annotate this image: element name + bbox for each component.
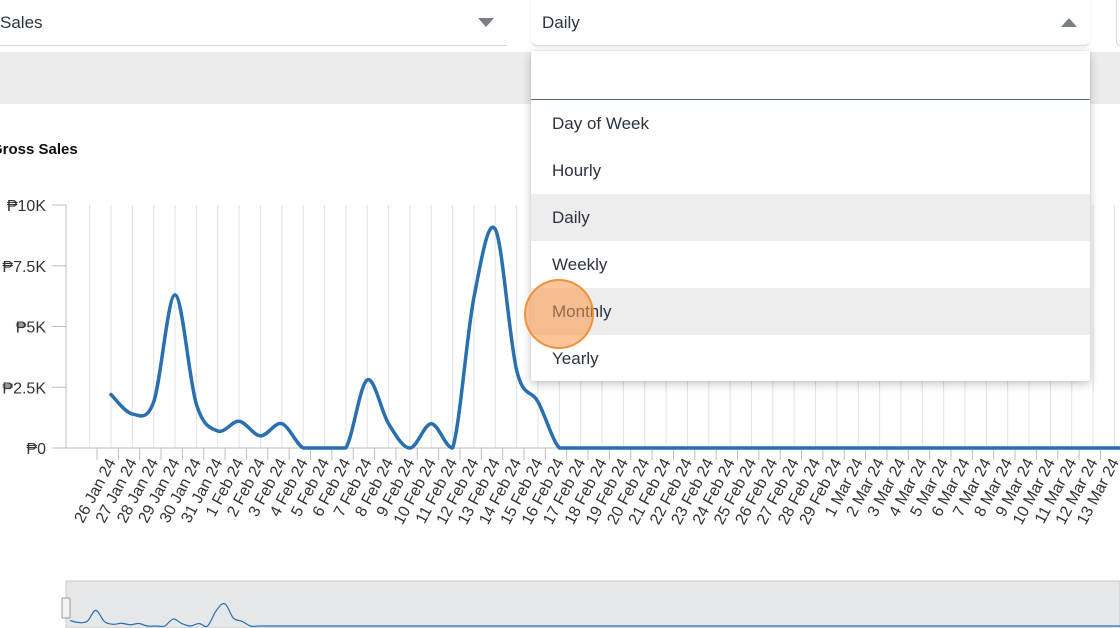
navigator-handle-left[interactable] [61, 597, 71, 619]
next-select-edge[interactable] [1116, 0, 1120, 47]
chevron-up-icon[interactable] [1061, 18, 1077, 27]
dropdown-option-yearly[interactable]: Yearly [552, 349, 599, 368]
dropdown-option-monthly[interactable]: Monthly [531, 288, 1090, 335]
dropdown-option-hourly[interactable]: Hourly [552, 161, 602, 180]
dropdown-options-list: Day of Week Hourly Daily Weekly Monthly Yearl… [531, 100, 1090, 382]
chevron-down-icon[interactable] [478, 18, 494, 27]
dropdown-option-daily[interactable]: Daily [531, 194, 1090, 241]
navigator-selection [65, 580, 1120, 628]
chart-title: Gross Sales [0, 141, 78, 158]
period-select-value: Daily [542, 12, 580, 32]
y-tick-label: ₱7.5K [2, 259, 46, 276]
series-line [109, 225, 1120, 450]
y-tick-label: ₱0 [26, 441, 46, 458]
period-select[interactable]: Daily [531, 0, 1090, 46]
dropdown-option-weekly[interactable]: Weekly [552, 255, 608, 274]
navigator-series-line [69, 602, 1120, 628]
y-tick-label: ₱5K [16, 320, 47, 337]
metric-select-value: Sales [0, 12, 43, 32]
y-tick-label: ₱2.5K [2, 380, 46, 397]
dropdown-search-input[interactable] [531, 51, 1090, 100]
chart-navigator[interactable] [0, 578, 1120, 628]
period-dropdown-menu: Day of Week Hourly Daily Weekly Monthly Yearl… [531, 51, 1090, 381]
metric-select[interactable]: Sales [0, 0, 507, 46]
y-tick-label: ₱10K [7, 198, 46, 215]
dropdown-option-day-of-week[interactable]: Day of Week [552, 114, 650, 133]
